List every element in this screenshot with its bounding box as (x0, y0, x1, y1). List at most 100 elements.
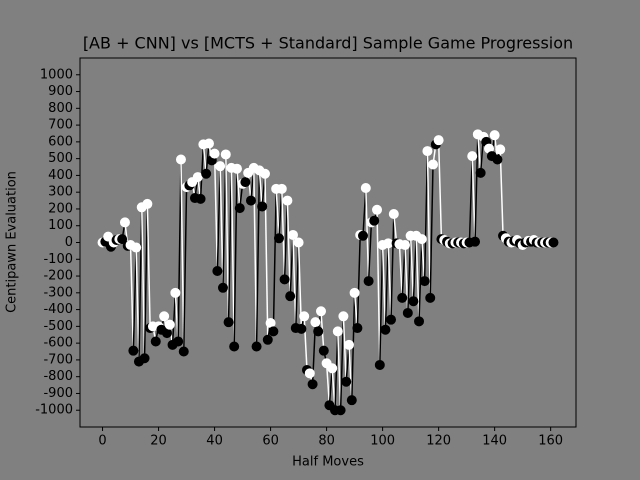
line-segment (146, 203, 151, 329)
point (217, 282, 228, 293)
point (397, 292, 408, 303)
line-segment (398, 244, 403, 298)
point (150, 336, 161, 347)
point (203, 138, 214, 149)
y-tick-label: 600 (48, 134, 73, 149)
line-segment (381, 244, 387, 330)
point (433, 135, 444, 146)
point (276, 183, 287, 194)
plot-area (80, 58, 576, 427)
line-segment (143, 203, 149, 359)
line-segment (426, 151, 431, 298)
point (489, 130, 500, 141)
point (164, 319, 175, 330)
line-segment (468, 156, 473, 243)
y-tick-label: -700 (43, 352, 73, 367)
line-segment (180, 159, 185, 352)
point (273, 233, 284, 244)
point (372, 204, 383, 215)
y-tick-label: 700 (48, 118, 73, 133)
point (414, 316, 425, 327)
line-segment (141, 207, 146, 359)
point (338, 311, 349, 322)
line-segment (272, 188, 277, 332)
y-tick-label: -900 (43, 386, 73, 401)
point (313, 326, 324, 337)
point (139, 353, 150, 364)
line-segment (367, 222, 373, 282)
point (282, 195, 293, 206)
point (416, 234, 427, 245)
point (388, 208, 399, 219)
point (475, 167, 486, 178)
y-tick-label: 1000 (40, 67, 73, 82)
point (161, 328, 172, 339)
x-tick-label: 80 (318, 434, 335, 449)
point (349, 287, 360, 298)
line-segment (376, 209, 381, 365)
line-segment (471, 156, 476, 242)
point (231, 163, 242, 174)
point (346, 395, 357, 406)
line-segment (275, 188, 280, 239)
line-segment (384, 243, 389, 330)
point (380, 324, 391, 335)
point (374, 359, 385, 370)
point (318, 345, 329, 356)
point (251, 341, 262, 352)
point (195, 193, 206, 204)
point (212, 266, 223, 277)
point (117, 234, 128, 245)
point (492, 154, 503, 165)
x-tick-label: 120 (426, 434, 451, 449)
line-segment (474, 134, 479, 242)
line-segment (135, 247, 140, 362)
line-segment (404, 244, 409, 313)
line-segment (415, 235, 420, 322)
point (142, 198, 153, 209)
line-segment (138, 207, 143, 362)
point (400, 240, 411, 251)
point (170, 287, 181, 298)
point (495, 144, 506, 155)
point (344, 339, 355, 350)
line-segment (407, 235, 412, 313)
line-segment (216, 166, 221, 272)
y-tick-label: 800 (48, 101, 73, 116)
line-segment (390, 213, 395, 320)
line-segment (283, 200, 289, 280)
point (128, 345, 139, 356)
point (383, 238, 394, 249)
point (422, 146, 433, 157)
point (358, 230, 369, 241)
line-segment (258, 170, 263, 207)
x-tick-label: 160 (538, 434, 563, 449)
line-segment (255, 170, 261, 347)
line-segment (325, 363, 331, 406)
line-segment (171, 292, 177, 345)
line-segment (339, 316, 345, 411)
line-segment (429, 164, 434, 298)
x-tick-label: 60 (262, 434, 279, 449)
line-segment (230, 167, 235, 347)
y-tick-label: 100 (48, 218, 73, 233)
y-tick-label: 500 (48, 151, 73, 166)
point (293, 237, 304, 248)
point (220, 149, 231, 160)
x-tick-label: 100 (370, 434, 395, 449)
point (467, 151, 478, 162)
point (209, 148, 220, 159)
x-tick-label: 40 (206, 434, 223, 449)
y-tick-label: 400 (48, 168, 73, 183)
point (173, 336, 184, 347)
point (245, 195, 256, 206)
point (386, 314, 397, 325)
point (257, 201, 268, 212)
point (285, 291, 296, 302)
line-segment (379, 244, 384, 365)
line-segment (219, 166, 224, 288)
line-segment (281, 188, 286, 280)
point (265, 318, 276, 329)
point (178, 346, 189, 357)
